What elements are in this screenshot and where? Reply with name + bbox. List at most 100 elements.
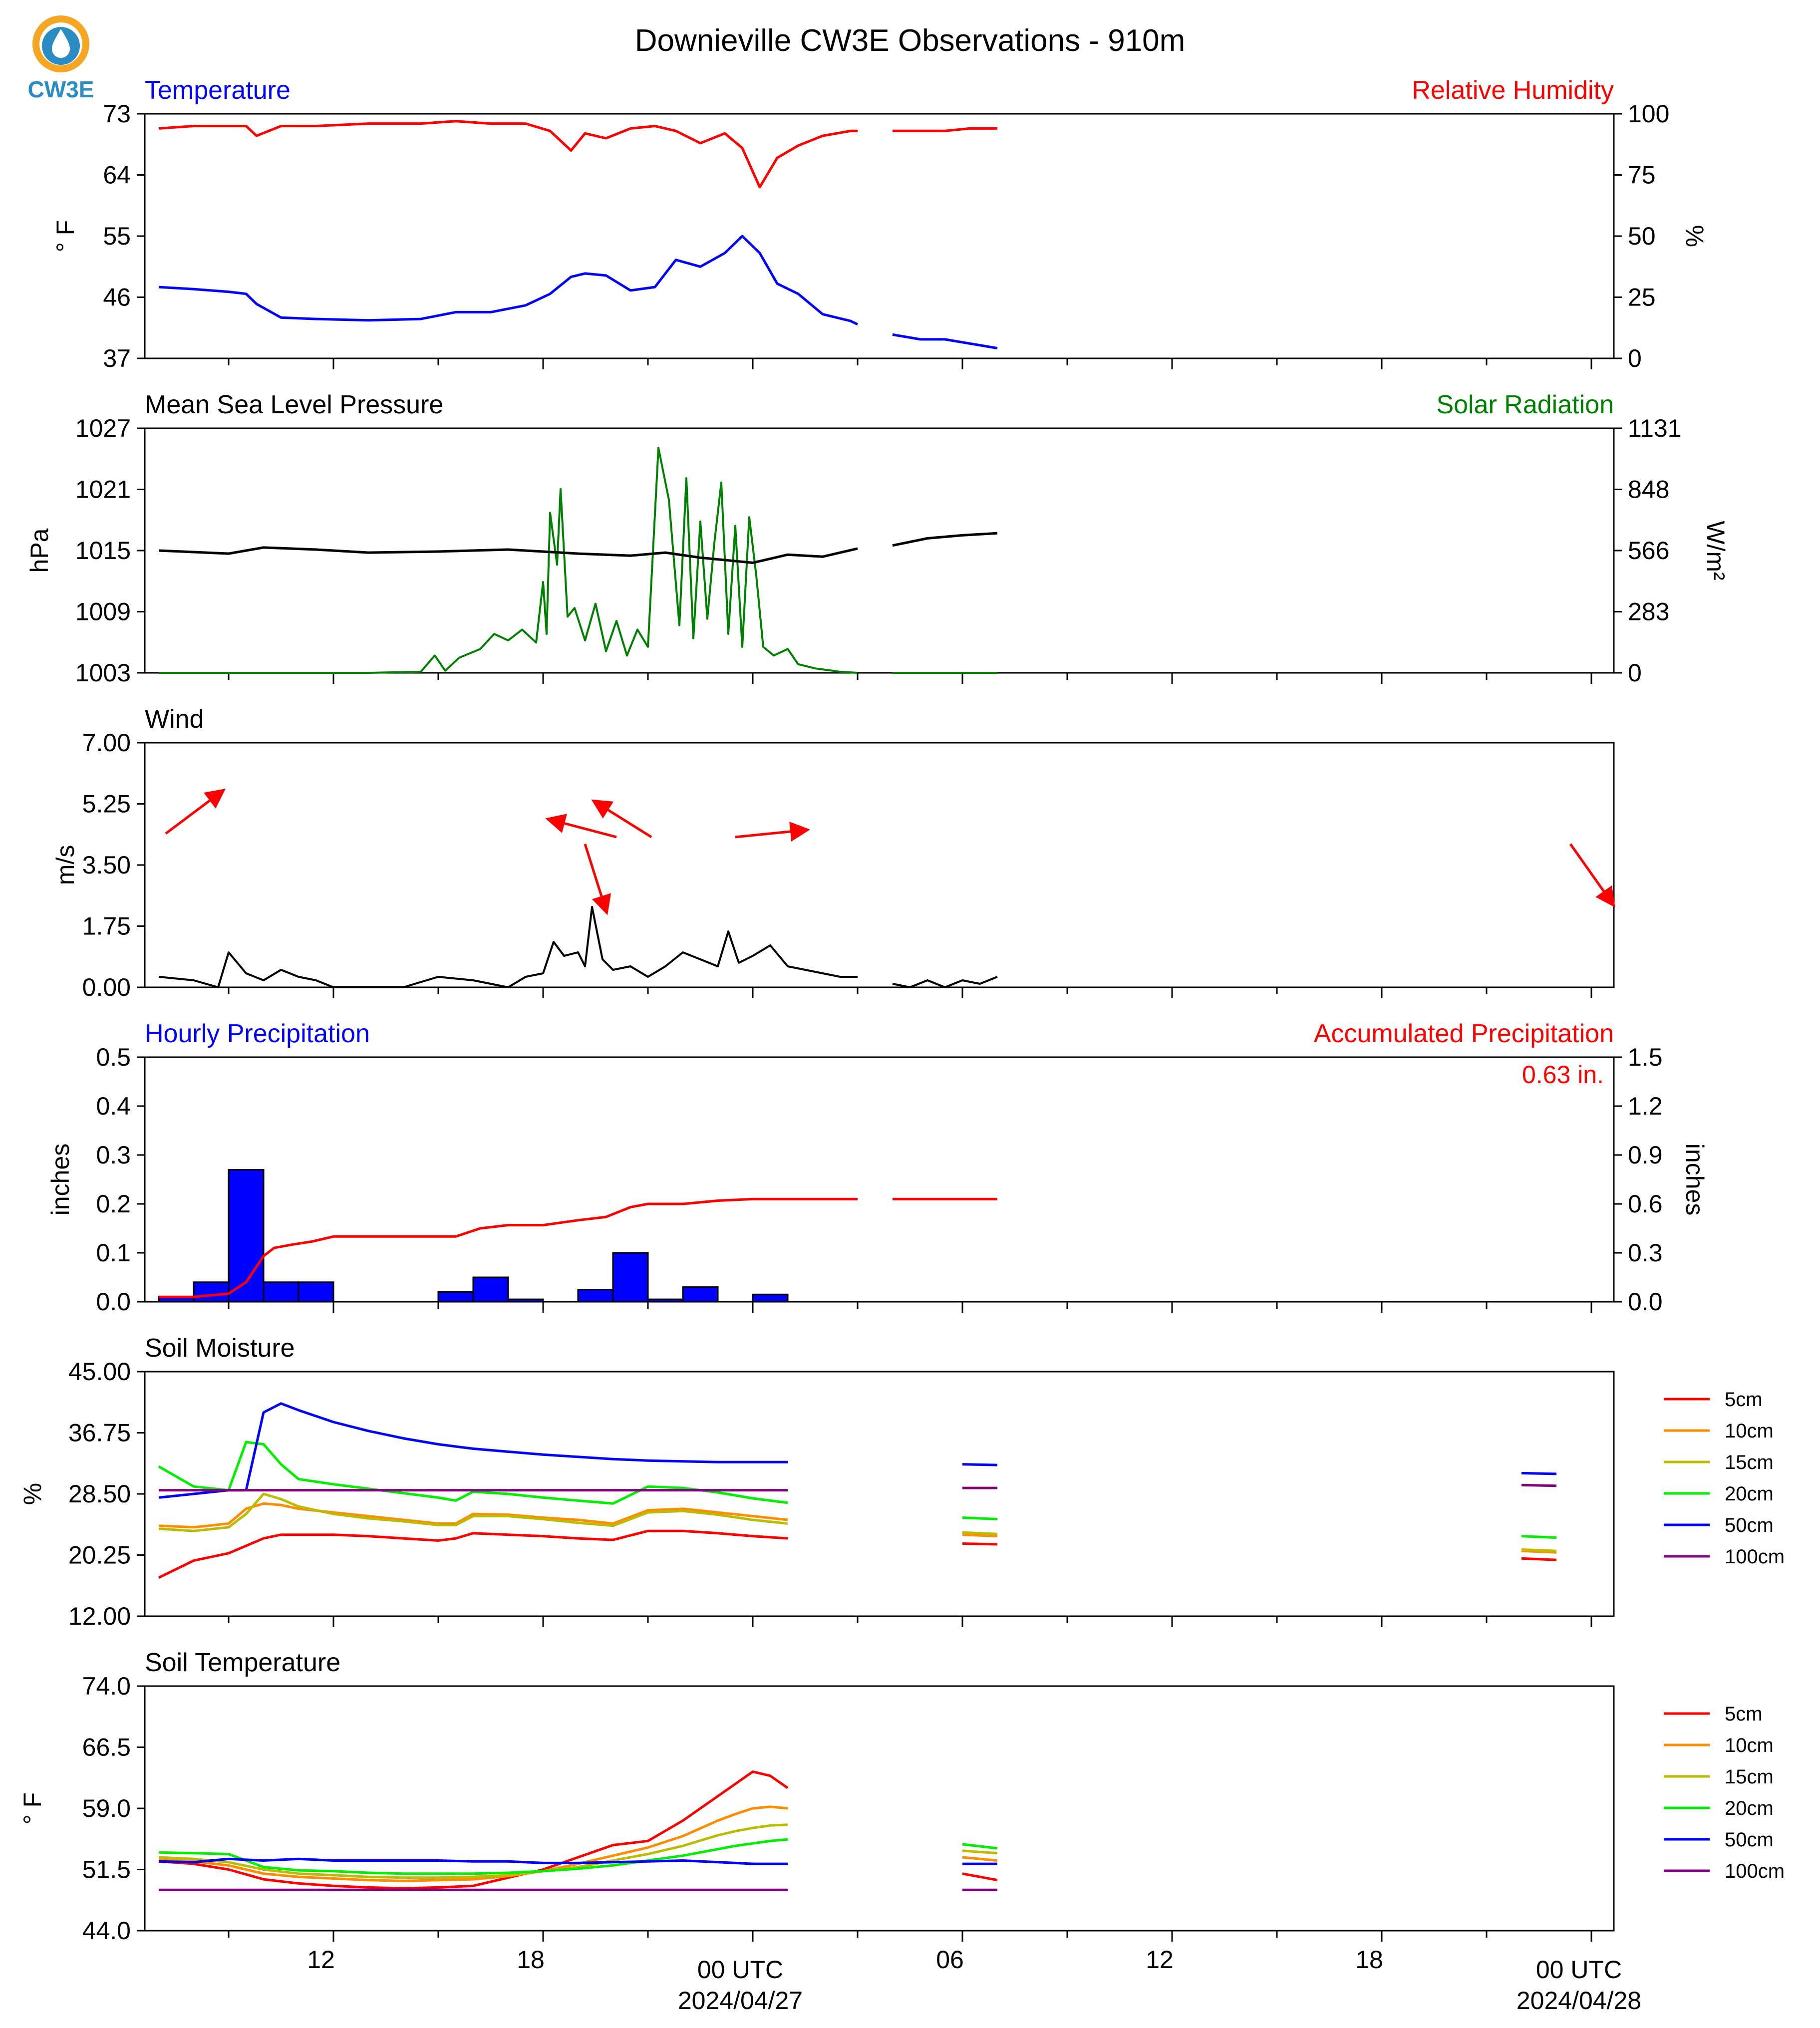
- y-tick-label-left: 1027: [75, 414, 131, 442]
- wind-vector-arrow: [591, 799, 652, 839]
- panel-precipitation: 0.5 0.4 0.3 0.2 0.1 0.0 1.5 1.2 0.9 0.6 0.3 0.0 inch…: [46, 1019, 1709, 1316]
- logo-text: CW3E: [28, 76, 94, 102]
- y-tick-label-left: 1.75: [82, 912, 131, 940]
- y-tick-label-right: 1.2: [1628, 1092, 1663, 1120]
- panel-temperature_rh: 73 64 55 46 37 100 75 50 25 0 ° F % Temperature Relat…: [51, 76, 1709, 372]
- plot-frame: [144, 1056, 1615, 1303]
- x-tick-label: 00 UTC: [1536, 1956, 1622, 1984]
- y-tick-label-right: 0: [1628, 344, 1642, 372]
- y-tick-label-right: 0: [1628, 659, 1642, 687]
- precip-bar: [682, 1286, 719, 1303]
- series-line-15cm: [1521, 1548, 1557, 1552]
- series-line-15cm: [158, 1823, 788, 1879]
- series-line-10cm: [158, 1502, 788, 1529]
- y-tick-label-left: 12.00: [68, 1602, 131, 1630]
- plot-frame: [144, 427, 1615, 674]
- series-line-100cm: [1521, 1483, 1557, 1487]
- series-line-50cm: [158, 1857, 788, 1865]
- y-axis-label-left: ° F: [18, 1792, 46, 1824]
- y-tick-label-left: 0.5: [96, 1043, 131, 1071]
- legend-label: 100cm: [1725, 1860, 1785, 1882]
- precip-bar: [298, 1281, 334, 1303]
- precip-bar: [577, 1289, 614, 1303]
- legend-label: 100cm: [1725, 1546, 1785, 1568]
- logo-ring: [32, 15, 89, 72]
- y-tick-label-left: 46: [103, 284, 131, 311]
- y-tick-label-right: 50: [1628, 222, 1656, 250]
- y-tick-label-left: 3.50: [82, 851, 131, 879]
- legend-label: 50cm: [1725, 1514, 1774, 1536]
- legend-label: 10cm: [1725, 1420, 1774, 1442]
- panel-title-left: Wind: [145, 705, 204, 734]
- temperature-line: [158, 235, 859, 326]
- panel-title-left: Soil Moisture: [145, 1334, 295, 1363]
- series-line-50cm: [962, 1463, 998, 1466]
- y-tick-label-left: 28.50: [68, 1480, 131, 1508]
- series-line-15cm: [158, 1492, 788, 1532]
- rh-line: [893, 127, 997, 132]
- y-tick-label-right: 566: [1628, 537, 1669, 565]
- plot-frame: [144, 1371, 1615, 1617]
- x-tick-label: 18: [517, 1946, 545, 1974]
- wind-speed-line: [892, 976, 998, 988]
- y-tick-label-right: 283: [1628, 598, 1669, 626]
- legend-label: 15cm: [1725, 1766, 1774, 1788]
- y-tick-label-left: 0.0: [96, 1288, 131, 1316]
- x-tick-label: 12: [307, 1946, 335, 1974]
- y-tick-label-right: 0.9: [1628, 1141, 1663, 1169]
- panel-soil_temperature: 74.0 66.5 59.0 51.5 44.0 ° F Soil Temperature 5…: [18, 1648, 1785, 1945]
- panel-title-left: Mean Sea Level Pressure: [145, 390, 443, 419]
- wind-vector-arrow: [735, 822, 810, 842]
- y-tick-label-right: 0.3: [1628, 1239, 1663, 1267]
- series-line-5cm: [158, 1770, 789, 1890]
- precip-bar: [507, 1298, 544, 1303]
- series-line-10cm: [1521, 1549, 1557, 1554]
- x-date-label: 2024/04/28: [1517, 1987, 1641, 2015]
- series-line-50cm: [1521, 1471, 1557, 1475]
- rh-line: [158, 120, 858, 189]
- wind-vector-arrow: [584, 844, 611, 915]
- plot-frame: [144, 113, 1615, 359]
- cw3e-logo: CW3E: [28, 15, 94, 102]
- panel-title-left: Temperature: [145, 76, 291, 105]
- x-tick-label: 06: [936, 1946, 964, 1974]
- panel-title-right: Relative Humidity: [1412, 76, 1614, 105]
- legend-label: 10cm: [1725, 1735, 1774, 1756]
- series-line-15cm: [962, 1849, 998, 1855]
- solar-line: [159, 447, 858, 674]
- series-line-20cm: [1521, 1535, 1557, 1539]
- panel-title-right: Accumulated Precipitation: [1314, 1019, 1614, 1048]
- y-axis-label-right: %: [1681, 225, 1709, 247]
- y-tick-label-left: 0.3: [96, 1141, 131, 1169]
- y-tick-label-right: 100: [1628, 100, 1669, 128]
- y-tick-label-right: 0.0: [1628, 1288, 1663, 1316]
- y-tick-label-left: 74.0: [82, 1672, 131, 1700]
- panel-title-left: Soil Temperature: [145, 1648, 340, 1677]
- logo-drop-icon: [52, 29, 70, 58]
- panel-soil_moisture: 45.00 36.75 28.50 20.25 12.00% Soil Moisture 5…: [18, 1334, 1785, 1630]
- y-axis-label-left: ° F: [51, 220, 79, 252]
- series-line-15cm: [962, 1531, 998, 1535]
- temperature-line: [892, 333, 998, 350]
- legend-label: 50cm: [1725, 1829, 1774, 1851]
- y-axis-label-left: inches: [46, 1144, 74, 1216]
- x-tick-label: 00 UTC: [697, 1956, 783, 1984]
- pressure-line: [892, 532, 998, 547]
- series-line-5cm: [962, 1542, 998, 1546]
- series-line-5cm: [962, 1872, 998, 1882]
- precip-bar: [612, 1252, 649, 1303]
- series-line-10cm: [962, 1856, 998, 1862]
- series-line-20cm: [962, 1843, 998, 1850]
- y-tick-label-right: 0.6: [1628, 1190, 1663, 1218]
- y-tick-label-left: 55: [103, 222, 131, 250]
- y-tick-label-left: 59.0: [82, 1794, 131, 1822]
- x-tick-label: 18: [1355, 1946, 1383, 1974]
- y-tick-label-left: 1021: [75, 476, 131, 504]
- series-line-5cm: [158, 1529, 788, 1579]
- precip-bar: [437, 1291, 474, 1303]
- x-axis-labels: 12 18 00 UTC 06 12 18 00 UTC 2024/04/27 …: [307, 1946, 1641, 2015]
- y-tick-label-left: 45.00: [68, 1358, 131, 1386]
- y-tick-label-left: 36.75: [68, 1419, 131, 1447]
- y-tick-label-right: 1131: [1628, 414, 1682, 442]
- y-tick-label-left: 1015: [75, 537, 131, 565]
